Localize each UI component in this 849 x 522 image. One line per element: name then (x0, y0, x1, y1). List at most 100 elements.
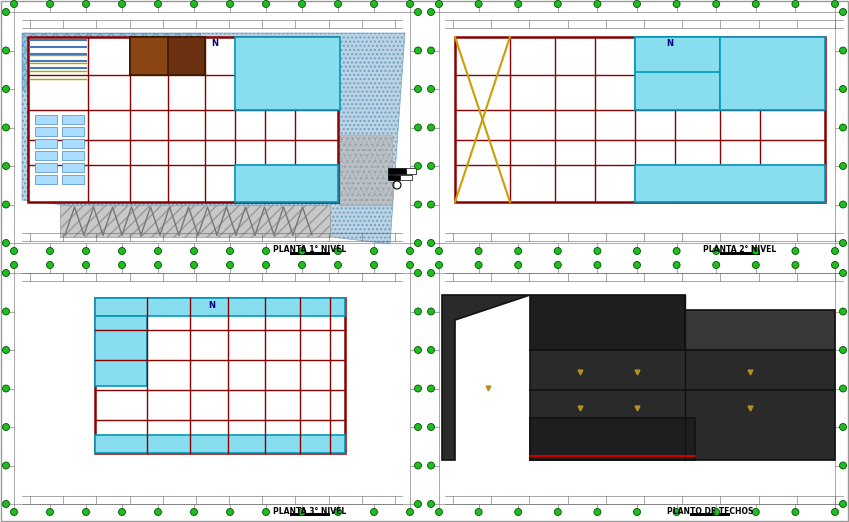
Circle shape (155, 1, 161, 7)
Circle shape (840, 308, 846, 315)
Bar (388, 175, 400, 180)
Circle shape (190, 262, 198, 268)
Circle shape (428, 86, 435, 92)
Circle shape (792, 247, 799, 255)
Bar (690, 513, 730, 516)
Circle shape (673, 1, 680, 7)
Circle shape (3, 47, 9, 54)
Circle shape (82, 262, 89, 268)
Circle shape (190, 508, 198, 516)
Circle shape (514, 1, 521, 7)
Circle shape (155, 262, 161, 268)
Circle shape (554, 508, 561, 516)
Circle shape (407, 508, 413, 516)
Circle shape (792, 262, 799, 268)
Circle shape (594, 508, 601, 516)
Circle shape (155, 508, 161, 516)
Circle shape (840, 501, 846, 507)
Bar (635, 37, 720, 72)
Circle shape (119, 1, 126, 7)
Circle shape (840, 423, 846, 431)
Circle shape (3, 162, 9, 170)
Circle shape (840, 124, 846, 131)
Bar (130, 37, 205, 75)
Text: PLANTO DE TECHOS: PLANTO DE TECHOS (666, 506, 753, 516)
Circle shape (792, 508, 799, 516)
Bar (406, 168, 416, 174)
Circle shape (428, 162, 435, 170)
Circle shape (47, 247, 53, 255)
Circle shape (840, 462, 846, 469)
Circle shape (428, 8, 435, 16)
Bar (62, 115, 84, 124)
Circle shape (712, 262, 720, 268)
Bar (130, 37, 168, 75)
Circle shape (428, 423, 435, 431)
Circle shape (514, 508, 521, 516)
Bar (685, 310, 835, 350)
Circle shape (10, 247, 18, 255)
Circle shape (335, 262, 341, 268)
Polygon shape (22, 33, 200, 90)
Bar (95, 435, 345, 453)
Circle shape (840, 86, 846, 92)
Bar (530, 295, 685, 350)
Circle shape (554, 247, 561, 255)
Circle shape (299, 247, 306, 255)
Circle shape (840, 47, 846, 54)
Circle shape (414, 385, 421, 392)
Circle shape (335, 1, 341, 7)
Circle shape (414, 8, 421, 16)
Circle shape (299, 262, 306, 268)
Circle shape (47, 262, 53, 268)
Bar (235, 165, 338, 202)
Circle shape (428, 385, 435, 392)
Circle shape (428, 124, 435, 131)
Bar (635, 37, 720, 110)
Bar (35, 127, 57, 136)
Circle shape (428, 240, 435, 246)
Circle shape (831, 247, 839, 255)
Circle shape (119, 247, 126, 255)
Circle shape (3, 269, 9, 277)
Circle shape (262, 247, 269, 255)
Circle shape (712, 1, 720, 7)
Circle shape (436, 1, 442, 7)
Circle shape (840, 385, 846, 392)
Bar (388, 168, 406, 174)
Circle shape (428, 201, 435, 208)
Bar (95, 316, 147, 386)
Bar (35, 151, 57, 160)
Circle shape (840, 240, 846, 246)
Circle shape (840, 269, 846, 277)
Circle shape (414, 501, 421, 507)
Circle shape (712, 247, 720, 255)
Bar (400, 175, 412, 180)
Circle shape (370, 262, 378, 268)
Circle shape (119, 508, 126, 516)
Circle shape (428, 47, 435, 54)
Circle shape (119, 262, 126, 268)
Circle shape (428, 501, 435, 507)
Circle shape (262, 1, 269, 7)
Circle shape (840, 162, 846, 170)
Circle shape (299, 1, 306, 7)
Circle shape (792, 1, 799, 7)
Circle shape (335, 247, 341, 255)
Circle shape (831, 508, 839, 516)
Circle shape (414, 240, 421, 246)
Bar (720, 37, 825, 110)
Circle shape (3, 462, 9, 469)
Circle shape (414, 124, 421, 131)
Circle shape (475, 508, 482, 516)
Text: N: N (666, 39, 673, 48)
Circle shape (299, 508, 306, 516)
Circle shape (673, 247, 680, 255)
Bar (62, 151, 84, 160)
Circle shape (840, 8, 846, 16)
Circle shape (752, 247, 759, 255)
Circle shape (227, 262, 233, 268)
Circle shape (82, 508, 89, 516)
Circle shape (190, 1, 198, 7)
Circle shape (712, 508, 720, 516)
